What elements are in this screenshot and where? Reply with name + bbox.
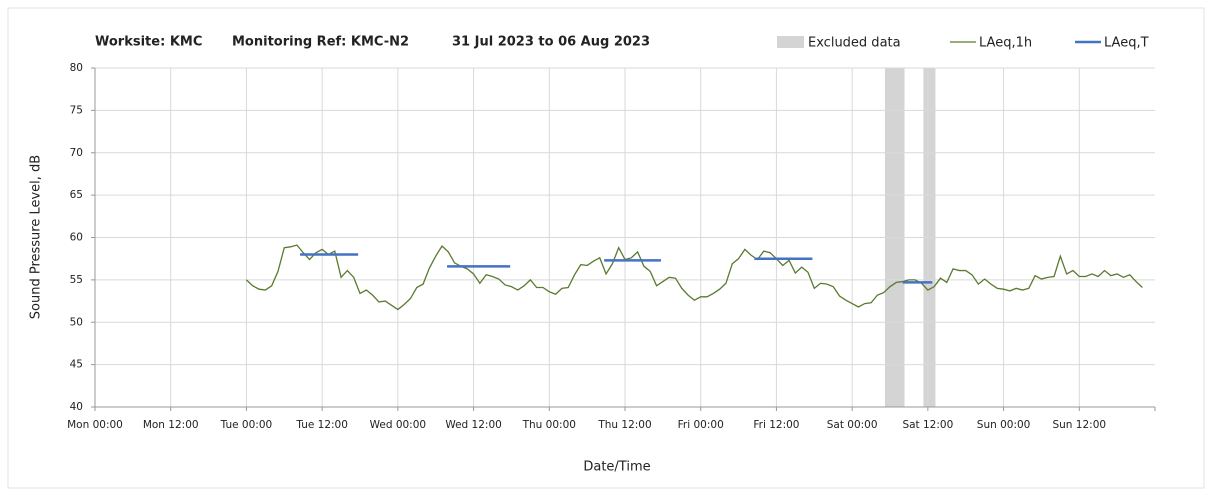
x-tick-label: Mon 00:00 [67, 419, 123, 431]
x-tick-label: Thu 12:00 [597, 419, 651, 431]
y-tick-label: 55 [70, 274, 83, 286]
x-tick-label: Thu 00:00 [522, 419, 576, 431]
y-tick-label: 45 [70, 359, 83, 371]
x-tick-label: Sat 00:00 [827, 419, 878, 431]
x-tick-label: Tue 12:00 [295, 419, 348, 431]
chart-title: 31 Jul 2023 to 06 Aug 2023 [452, 35, 650, 50]
x-tick-label: Sun 00:00 [977, 419, 1031, 431]
x-tick-label: Mon 12:00 [143, 419, 199, 431]
y-tick-label: 70 [70, 147, 83, 159]
chart-title: Monitoring Ref: KMC-N2 [232, 35, 409, 50]
y-tick-label: 75 [70, 104, 83, 116]
frame [7, 7, 1205, 489]
x-tick-label: Fri 12:00 [753, 419, 799, 431]
legend-label: Excluded data [808, 36, 901, 51]
y-tick-label: 50 [70, 316, 83, 328]
legend-label: LAeq,1h [979, 36, 1032, 51]
y-tick-label: 65 [70, 189, 83, 201]
line [245, 244, 1143, 311]
x-tick-label: Fri 00:00 [678, 419, 724, 431]
y-tick-label: 40 [70, 401, 83, 413]
y-tick-label: 60 [70, 232, 83, 244]
x-tick-label: Sat 12:00 [902, 419, 953, 431]
x-tick-label: Tue 00:00 [220, 419, 273, 431]
x-axis-title: Date/Time [583, 460, 650, 475]
y-axis-title: Sound Pressure Level, dB [29, 155, 44, 319]
y-tick-label: 80 [70, 62, 83, 74]
x-tick-label: Sun 12:00 [1052, 419, 1106, 431]
chart-title: Worksite: KMC [95, 35, 202, 50]
legend-label: LAeq,T [1104, 36, 1149, 51]
x-tick-label: Wed 00:00 [370, 419, 427, 431]
x-tick-label: Wed 12:00 [445, 419, 502, 431]
legend-swatch [777, 36, 804, 48]
